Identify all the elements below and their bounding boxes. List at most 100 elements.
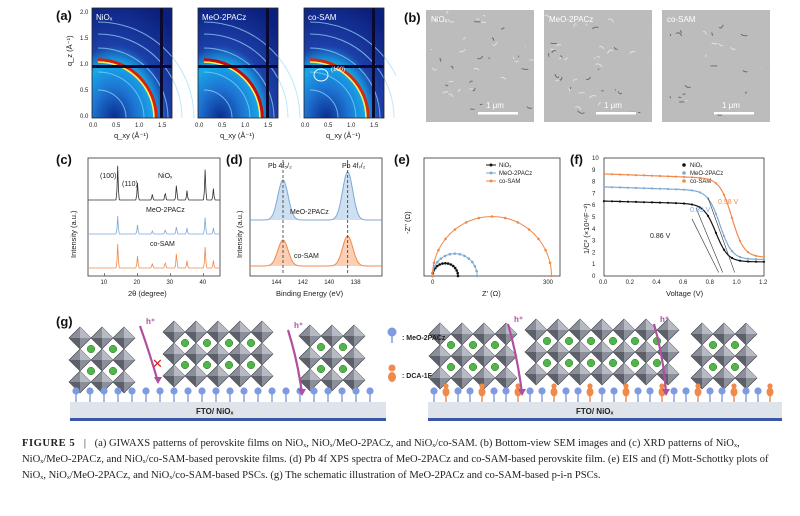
- ms-point: [730, 256, 734, 260]
- molecule-body: [694, 387, 702, 397]
- ms-ytick: 4: [592, 227, 596, 233]
- octahedron-highlight: [580, 341, 591, 352]
- ms-xtick: 0.2: [626, 280, 635, 286]
- sem-images: NiOₓ 1 μm MeO-2PACz 1 μm co-SAM 1 μm: [426, 10, 770, 122]
- sem-title: co-SAM: [667, 15, 696, 24]
- octahedron-highlight: [602, 363, 613, 374]
- octahedron-highlight: [506, 367, 517, 378]
- xrd-frame: [87, 157, 221, 277]
- cation-sphere: [542, 336, 552, 346]
- grain-boundary: [585, 23, 588, 26]
- giwaxs-xtick: 0.0: [301, 123, 310, 129]
- octahedron-highlight: [536, 341, 547, 352]
- octahedron-highlight: [218, 343, 229, 354]
- giwaxs-xtick: 0.5: [324, 123, 333, 129]
- xrd-trace-0: [88, 165, 220, 201]
- octahedron-highlight: [536, 363, 547, 374]
- octahedron-highlight: [354, 347, 365, 358]
- grain-boundary: [447, 18, 455, 23]
- dca-1f-molecule: [442, 383, 450, 402]
- perovskite-octahedron: [690, 322, 714, 346]
- sem-texture: [544, 10, 652, 122]
- perovskite-octahedron: [320, 368, 344, 392]
- eis-xlabel: Z' (Ω): [482, 289, 501, 298]
- octahedron-shadow: [495, 378, 506, 389]
- dca-1f-molecule: [586, 383, 594, 402]
- eis-point: [449, 263, 453, 266]
- grain-boundary: [555, 79, 560, 82]
- dca-1f-molecule: [694, 383, 702, 402]
- panel-letter-g: (g): [56, 314, 73, 329]
- giwaxs-xtick: 1.0: [135, 123, 144, 129]
- eis-point: [527, 228, 531, 231]
- xps-trace-0: [250, 171, 382, 221]
- grain-boundary: [564, 57, 568, 60]
- ms-point: [626, 200, 630, 203]
- eis-point: [453, 266, 457, 270]
- octahedron-shadow: [525, 352, 536, 363]
- giwaxs-xtick: 1.5: [158, 123, 167, 129]
- grain-boundary: [711, 32, 714, 36]
- xps-peak-label-72: Pb 4f₇/₂: [342, 163, 366, 170]
- meo-2pacz-molecule: [100, 387, 108, 402]
- giwaxs-xlabel: q_xy (Å⁻¹): [326, 131, 361, 140]
- octahedron-shadow: [91, 360, 102, 371]
- octahedron-highlight: [668, 341, 679, 352]
- legend-dca-1f: : DCA-1F: [402, 373, 433, 380]
- octahedron-highlight: [174, 321, 185, 332]
- octahedron-shadow: [495, 356, 506, 367]
- perovskite-octahedron: [590, 362, 614, 386]
- xrd-xtick: 30: [167, 280, 174, 286]
- xrd-trace-label-cosam: co-SAM: [150, 241, 175, 248]
- cation-sphere: [338, 342, 348, 352]
- perovskite-octahedron: [568, 340, 592, 364]
- ms-point: [714, 212, 718, 215]
- xps-peak-label-52: Pb 4f₅/₂: [268, 163, 292, 170]
- ms-point: [650, 174, 654, 177]
- xps-ylabel: Intensity (a.u.): [235, 210, 244, 258]
- cation-sphere: [108, 344, 118, 354]
- eis-legend-marker: [489, 171, 493, 175]
- grain-boundary: [554, 74, 560, 78]
- ms-point: [706, 214, 710, 217]
- meo-2pacz-molecule: [198, 387, 206, 402]
- grain-boundary: [500, 26, 505, 30]
- octahedron-shadow: [635, 374, 646, 385]
- grain-boundary: [492, 41, 498, 46]
- grain-boundary: [742, 70, 748, 73]
- grain-boundary: [559, 55, 563, 58]
- ms-xlabel: Voltage (V): [666, 289, 704, 298]
- eis-legend-label: co-SAM: [499, 179, 520, 185]
- molecule-body: [586, 387, 594, 397]
- hole-path: [138, 325, 160, 383]
- grain-boundary: [702, 30, 707, 35]
- panel-letter-a: (a): [56, 8, 72, 23]
- giwaxs-xlabel: q_xy (Å⁻¹): [114, 131, 149, 140]
- octahedron-highlight: [80, 371, 91, 382]
- ms-point: [738, 239, 742, 242]
- molecule-head: [538, 387, 546, 395]
- xrd-xtick: 20: [134, 280, 141, 286]
- octahedron-highlight: [174, 365, 185, 376]
- grain-boundary: [718, 24, 724, 29]
- octahedron-shadow: [525, 374, 536, 385]
- ms-xtick: 1.2: [759, 280, 768, 286]
- meo-2pacz-molecule: [742, 387, 750, 402]
- cation-sphere: [542, 358, 552, 368]
- octahedron-highlight: [746, 367, 757, 378]
- meo-2pacz-molecule: [562, 387, 570, 402]
- perovskite-octahedron: [712, 366, 736, 390]
- xps-xtick: 140: [324, 280, 335, 286]
- panel-letter-e: (e): [394, 152, 410, 167]
- octahedron-highlight: [624, 341, 635, 352]
- ms-point: [626, 186, 630, 189]
- octahedron-highlight: [580, 363, 591, 374]
- grain-boundary: [459, 48, 466, 53]
- ms-point: [610, 173, 614, 176]
- ms-point: [618, 173, 622, 176]
- grain-boundary: [573, 23, 577, 27]
- ms-ytick: 7: [592, 191, 596, 197]
- grain-boundary: [679, 30, 682, 34]
- perovskite-octahedron: [184, 364, 208, 388]
- meo-2pacz-molecule: [352, 387, 360, 402]
